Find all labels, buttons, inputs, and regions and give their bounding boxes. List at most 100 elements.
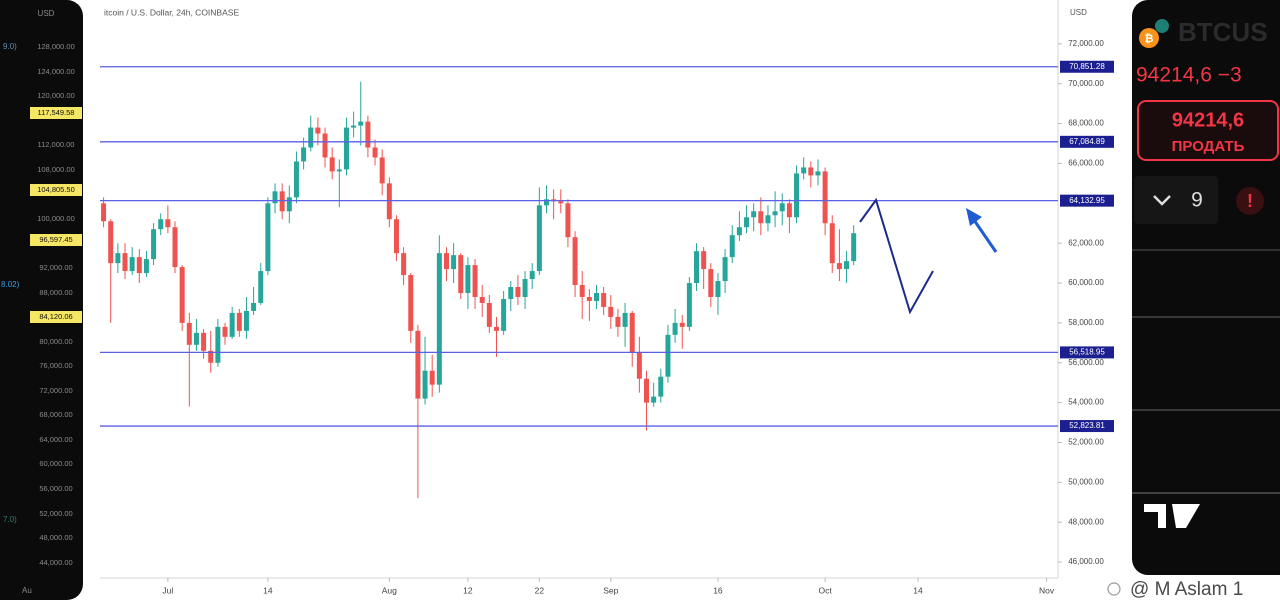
level-label-box [1060, 194, 1114, 207]
level-label-box [1060, 135, 1114, 148]
chevron [1153, 195, 1171, 206]
candle-body [386, 183, 392, 220]
axis-currency: USD [1070, 8, 1087, 17]
candle-body [458, 255, 464, 293]
price-highlight [30, 184, 82, 196]
candle-body [779, 203, 785, 212]
left-price-label: 52,000.00 [39, 509, 72, 518]
y-tick-label: 46,000.00 [1068, 557, 1104, 566]
sell-button[interactable] [1137, 100, 1279, 161]
candle-body [765, 215, 771, 224]
candle-body [358, 121, 364, 126]
x-tick-label: Aug [382, 585, 397, 595]
x-tick-label: Jul [162, 585, 173, 595]
left-price-label: 117,549.58 [38, 108, 75, 117]
left-side-label: 8.02) [1, 280, 20, 289]
candle-body [222, 326, 228, 337]
left-price-label: 60,000.00 [39, 459, 72, 468]
candle-body [122, 253, 128, 272]
left-panel [0, 0, 83, 600]
y-tick-label: 62,000.00 [1068, 238, 1104, 247]
left-price-labels: 128,000.00 124,000.00 120,000.00 117,549.58… [30, 42, 82, 567]
left-price-label: 84,120.06 [39, 312, 72, 321]
candle-body [308, 127, 314, 148]
y-tick-label: 68,000.00 [1068, 119, 1104, 128]
candle-body [351, 125, 357, 128]
candle-body [701, 251, 707, 270]
left-price-label: 92,000.00 [39, 263, 72, 272]
left-price-label: 96,597.45 [39, 235, 72, 244]
candle-body [301, 147, 307, 162]
candle-body [758, 211, 764, 224]
candle-body [451, 255, 457, 270]
candle-body [636, 352, 642, 379]
left-price-label: 124,000.00 [37, 67, 75, 76]
alert-icon[interactable] [1236, 187, 1264, 215]
y-tick-label: 50,000.00 [1068, 477, 1104, 486]
candle-body [751, 211, 757, 218]
candle-body [651, 396, 657, 403]
candle-body [265, 203, 271, 272]
candle-body [115, 253, 121, 264]
candle-body [836, 263, 842, 270]
candle-body [522, 279, 528, 297]
candle-body [486, 302, 492, 327]
candle-body [179, 267, 185, 323]
tradingview-logo [1144, 504, 1200, 528]
candle-body [622, 312, 628, 327]
quantity: 9 [1191, 189, 1203, 212]
left-price-label: 108,000.00 [37, 165, 75, 174]
level-label-box [1060, 346, 1114, 359]
candle-body [279, 191, 285, 212]
candle-body [143, 259, 149, 274]
candle-body [515, 287, 521, 297]
candle-body [808, 167, 814, 176]
left-price-label: 88,000.00 [39, 288, 72, 297]
left-date-label: Au [22, 586, 32, 595]
left-price-label: 76,000.00 [39, 361, 72, 370]
y-tick-label: 52,000.00 [1068, 438, 1104, 447]
badge-icon [1155, 19, 1169, 33]
candle-body [336, 169, 342, 172]
candle-body [286, 197, 292, 212]
quantity-select[interactable] [1134, 176, 1218, 224]
left-price-label: 100,000.00 [37, 214, 75, 223]
candle-body [794, 173, 800, 218]
left-currency: USD [38, 9, 55, 18]
left-price-label: 48,000.00 [39, 533, 72, 542]
candle-body [586, 296, 592, 301]
y-tick-label: 66,000.00 [1068, 159, 1104, 168]
candle-body [379, 157, 385, 184]
candle-body [815, 171, 821, 176]
candle-body [658, 376, 664, 397]
candle-body [272, 191, 278, 204]
candle-body [686, 283, 692, 327]
level-label: 67,084.89 [1069, 137, 1105, 146]
candle-body [536, 205, 542, 272]
candle-body [101, 203, 107, 222]
candle-body [436, 253, 442, 385]
level-label-box [1060, 420, 1114, 433]
candle-body [479, 296, 485, 303]
candle-body [565, 203, 571, 238]
candle-body [579, 285, 585, 297]
candle-body [529, 271, 535, 280]
left-price-label: 120,000.00 [37, 91, 75, 100]
candle-body [672, 322, 678, 335]
x-tick-label: 16 [713, 585, 723, 595]
candle-body [472, 265, 478, 297]
candle-body [572, 237, 578, 286]
alert-glyph: ! [1247, 191, 1253, 211]
candle-body [372, 147, 378, 158]
candle-body [229, 312, 235, 337]
candle-body [315, 127, 321, 134]
candle-body [415, 330, 421, 399]
candle-body [129, 257, 135, 272]
candle-body [744, 217, 750, 228]
candle-body [208, 350, 214, 363]
chart-title: itcoin / U.S. Dollar, 24h, COINBASE [104, 7, 239, 17]
candle-body [801, 167, 807, 174]
watermark: @ M Aslam 1 [1130, 579, 1243, 600]
symbol: BTCUS [1178, 17, 1268, 47]
coin-icon [1139, 28, 1159, 48]
